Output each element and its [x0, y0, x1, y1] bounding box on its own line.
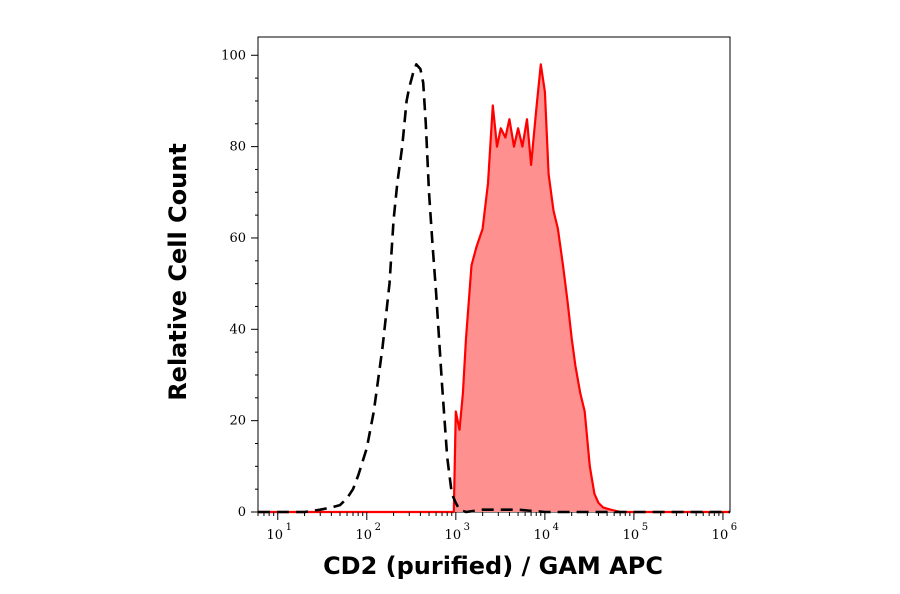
x-tick-label-exponent: 4: [553, 522, 559, 533]
y-tick-label: 80: [229, 140, 246, 155]
x-tick-label-base: 10: [356, 528, 373, 543]
y-tick-label: 100: [221, 48, 246, 63]
y-tick-label: 60: [229, 231, 246, 246]
y-tick-label: 0: [238, 505, 246, 520]
x-tick-label-exponent: 3: [464, 522, 470, 533]
y-axis: 0 20 40 60 80 100: [221, 48, 258, 520]
x-tick-label-exponent: 5: [642, 522, 648, 533]
x-tick-label-base: 10: [712, 528, 729, 543]
x-tick-label-base: 10: [266, 528, 283, 543]
y-axis-title: Relative Cell Count: [164, 143, 192, 401]
y-tick-label: 20: [229, 414, 246, 429]
x-tick-label-exponent: 2: [375, 522, 381, 533]
series-layer: [258, 63, 730, 514]
y-tick-label: 40: [229, 322, 246, 337]
x-axis-title: CD2 (purified) / GAM APC: [323, 552, 663, 580]
series-1-area: [258, 64, 730, 513]
x-tick-label-exponent: 6: [731, 522, 737, 533]
x-tick-label-base: 10: [445, 528, 462, 543]
series-0-line: [258, 63, 730, 514]
series-1-outline: [258, 63, 730, 514]
x-tick-label-base: 10: [623, 528, 640, 543]
x-tick-label-exponent: 1: [286, 522, 292, 533]
x-tick-label-base: 10: [534, 528, 551, 543]
